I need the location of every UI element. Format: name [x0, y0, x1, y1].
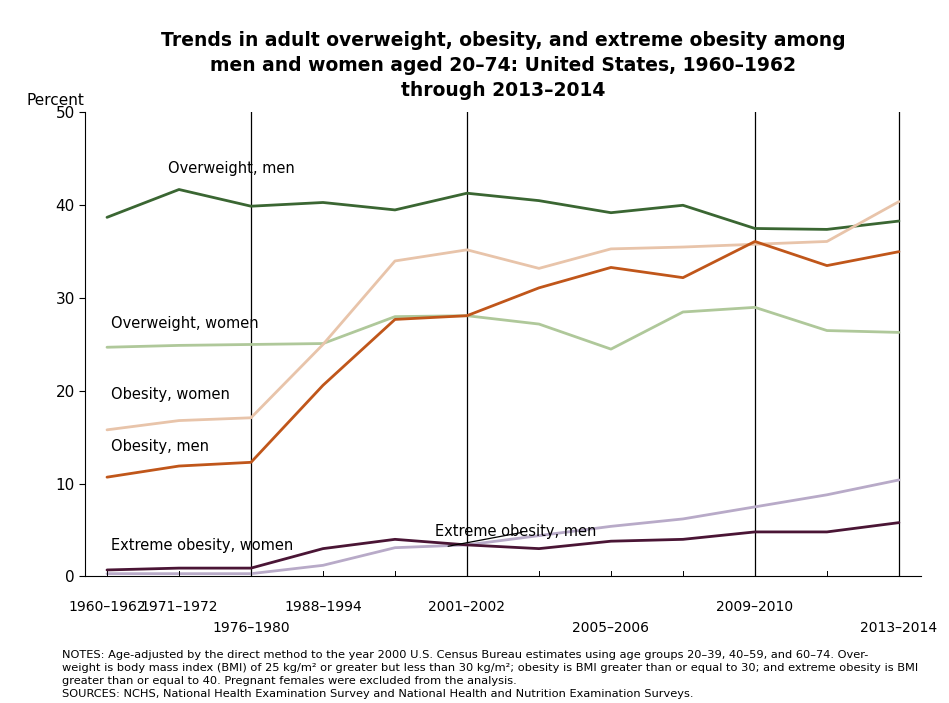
Text: 1988–1994: 1988–1994 — [284, 600, 362, 614]
Text: Percent: Percent — [27, 93, 84, 108]
Text: Extreme obesity, women: Extreme obesity, women — [111, 538, 293, 553]
Text: Obesity, men: Obesity, men — [111, 439, 209, 454]
Text: NOTES: Age-adjusted by the direct method to the year 2000 U.S. Census Bureau est: NOTES: Age-adjusted by the direct method… — [62, 650, 918, 699]
Text: 1976–1980: 1976–1980 — [213, 621, 289, 635]
Title: Trends in adult overweight, obesity, and extreme obesity among
men and women age: Trends in adult overweight, obesity, and… — [160, 31, 846, 100]
Text: Extreme obesity, men: Extreme obesity, men — [435, 524, 596, 539]
Text: Overweight, men: Overweight, men — [168, 160, 295, 176]
Text: 2001–2002: 2001–2002 — [428, 600, 506, 614]
Text: Overweight, women: Overweight, women — [111, 316, 258, 330]
Text: 1960–1962: 1960–1962 — [68, 600, 146, 614]
Text: 2005–2006: 2005–2006 — [572, 621, 649, 635]
Text: 1971–1972: 1971–1972 — [140, 600, 217, 614]
Text: Obesity, women: Obesity, women — [111, 387, 230, 402]
Text: 2013–2014: 2013–2014 — [861, 621, 938, 635]
Text: 2009–2010: 2009–2010 — [716, 600, 793, 614]
